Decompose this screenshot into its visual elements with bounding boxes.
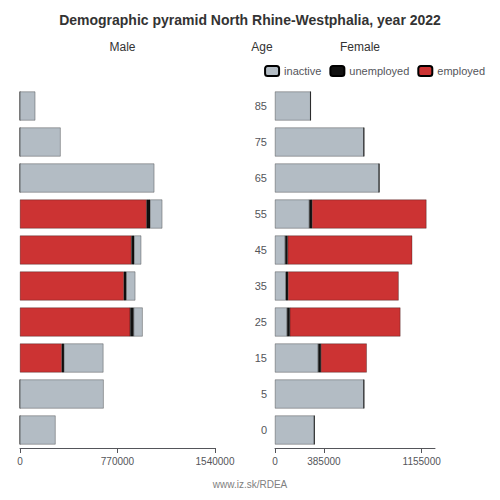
svg-text:1540000: 1540000: [196, 456, 235, 467]
svg-text:65: 65: [255, 172, 267, 184]
svg-text:55: 55: [255, 208, 267, 220]
svg-text:Female: Female: [340, 40, 380, 54]
svg-text:Male: Male: [109, 40, 135, 54]
svg-text:0: 0: [272, 456, 278, 467]
svg-text:unemployed: unemployed: [349, 65, 409, 77]
svg-text:0: 0: [17, 456, 23, 467]
svg-text:15: 15: [255, 352, 267, 364]
svg-text:35: 35: [255, 280, 267, 292]
svg-text:770000: 770000: [101, 456, 135, 467]
svg-text:Age: Age: [251, 40, 273, 54]
svg-text:385000: 385000: [307, 456, 341, 467]
svg-text:25: 25: [255, 316, 267, 328]
svg-text:0: 0: [261, 424, 267, 436]
svg-text:45: 45: [255, 244, 267, 256]
svg-text:www.iz.sk/RDEA: www.iz.sk/RDEA: [212, 479, 288, 490]
svg-text:inactive: inactive: [284, 65, 321, 77]
svg-text:Demographic pyramid North Rhin: Demographic pyramid North Rhine-Westphal…: [59, 12, 441, 28]
svg-text:75: 75: [255, 136, 267, 148]
svg-text:85: 85: [255, 100, 267, 112]
svg-text:1155000: 1155000: [403, 456, 442, 467]
svg-text:employed: employed: [437, 65, 485, 77]
svg-text:5: 5: [261, 388, 267, 400]
